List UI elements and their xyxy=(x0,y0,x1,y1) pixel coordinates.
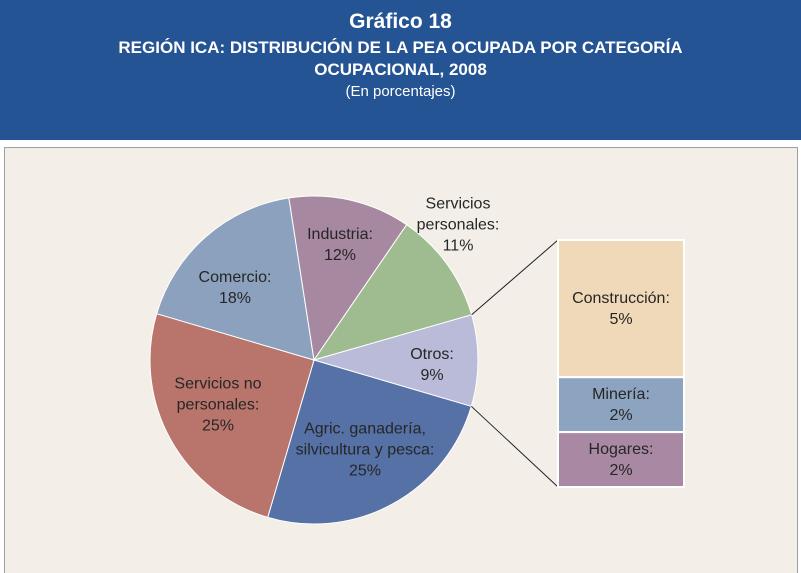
label-name: Agric. ganadería, silvicultura y pesca: xyxy=(295,420,435,459)
slice-label: Otros: 9% xyxy=(392,344,472,386)
label-name: Servicios personales: xyxy=(416,195,500,234)
note: (En porcentajes) xyxy=(345,83,456,100)
bar-segment xyxy=(557,376,685,434)
slice-label: Hogares: 2% xyxy=(558,439,684,481)
label-name: Industria: xyxy=(307,226,373,243)
label-name: Minería: xyxy=(592,385,650,403)
pie-slice xyxy=(156,197,315,361)
title: Gráfico 18 xyxy=(349,10,452,33)
label-value: 2% xyxy=(609,461,633,479)
label-value: 11% xyxy=(442,237,474,255)
label-value: 25% xyxy=(201,417,235,435)
slice-label: Agric. ganadería, silvicultura y pesca: 2… xyxy=(285,419,445,482)
connector xyxy=(471,239,559,316)
label-value: 18% xyxy=(218,290,252,307)
pie-slice xyxy=(267,359,472,525)
label-value: 5% xyxy=(609,310,633,328)
pie-slice xyxy=(312,223,473,361)
slice-label: Comercio: 18% xyxy=(180,267,290,309)
bar-segment xyxy=(557,431,685,489)
label-name: Servicios no personales: xyxy=(174,375,262,414)
header: Gráfico 18 REGIÓN ICA: DISTRIBUCIÓN DE L… xyxy=(0,0,801,140)
label-value: 12% xyxy=(323,247,357,264)
label-name: Comercio: xyxy=(198,269,272,286)
slice-label: Servicios no personales: 25% xyxy=(158,374,278,437)
label-value: 9% xyxy=(420,367,444,384)
subtitle: REGIÓN ICA: DISTRIBUCIÓN DE LA PEA OCUPA… xyxy=(118,38,683,79)
label-value: 25% xyxy=(348,462,382,480)
slice-label: Minería: 2% xyxy=(558,384,684,426)
connector xyxy=(470,405,559,488)
pie-slice xyxy=(288,195,408,362)
slice-label: Industria: 12% xyxy=(290,224,390,266)
pie-slice xyxy=(312,314,479,407)
label-value: 2% xyxy=(609,406,633,424)
label-name: Construcción: xyxy=(572,289,670,307)
label-name: Otros: xyxy=(410,346,454,363)
slice-label: Servicios personales: 11% xyxy=(403,194,513,257)
bar-segment xyxy=(557,239,685,379)
slice-label: Construcción: 5% xyxy=(558,288,684,330)
label-name: Hogares: xyxy=(588,440,654,458)
pie-slice xyxy=(149,313,315,518)
